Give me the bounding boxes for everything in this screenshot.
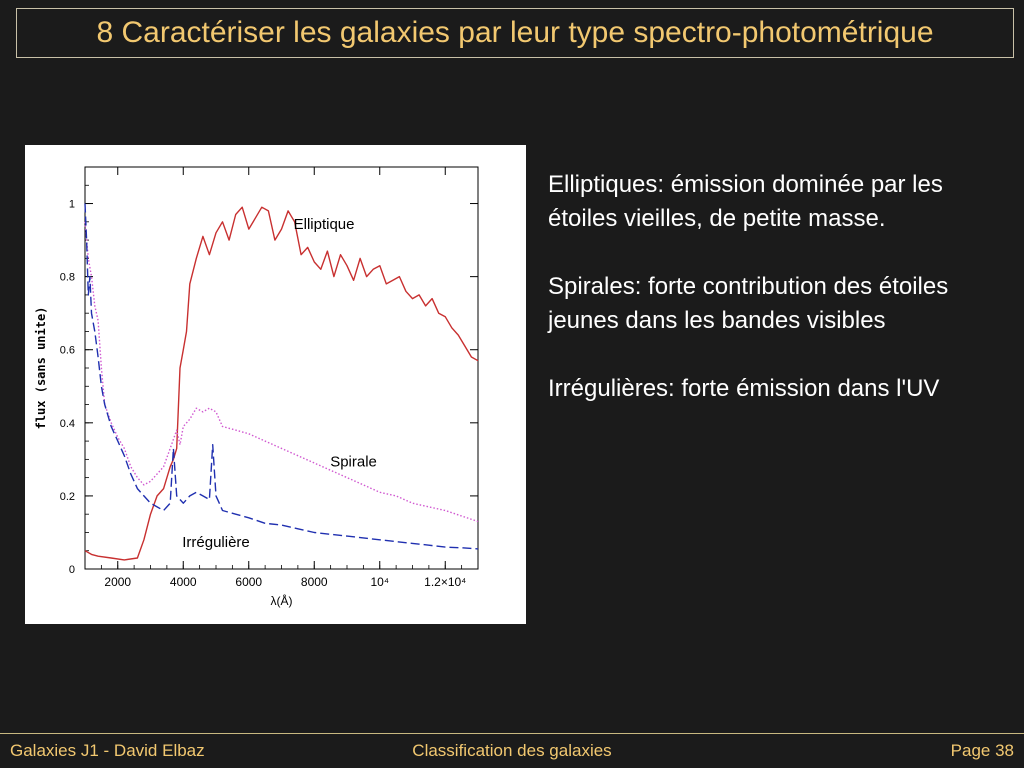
y-tick-label: 0.4 [60, 418, 75, 430]
y-tick-label: 0.6 [60, 345, 75, 357]
slide-title: 8 Caractériser les galaxies par leur typ… [96, 16, 934, 49]
series-annotation-label: Spirale [330, 454, 377, 471]
series-annotation-label: Elliptique [294, 216, 355, 233]
x-tick-label: 1.2×10⁴ [424, 575, 466, 589]
y-axis-label: flux (sans unite) [34, 307, 48, 430]
footer-page-number: Page 38 [950, 741, 1014, 760]
x-tick-label: 10⁴ [370, 575, 389, 589]
x-tick-label: 2000 [104, 575, 131, 589]
chart-panel: 2000 4000 6000 8000 10⁴ 1.2×10⁴ 0 0.2 0.4 0.6 0.8 1… [25, 145, 526, 624]
series-line-spirale [84, 221, 479, 523]
bullet-irregulieres: Irrégulières: forte émission dans l'UV [548, 375, 940, 402]
x-tick-label: 4000 [170, 575, 197, 589]
y-tick-label: 0 [69, 564, 75, 576]
series-annotation-label: Irrégulière [182, 534, 250, 551]
y-tick-label: 0.2 [60, 491, 75, 503]
series-line-elliptique [84, 206, 479, 561]
bullet-spirales: Spirales: forte contribution des étoiles… [548, 273, 949, 334]
footer-author: Galaxies J1 - David Elbaz [10, 741, 205, 760]
bullet-list: Elliptiques: émission dominée par les ét… [548, 168, 1018, 440]
series-line-irreguliere [84, 203, 479, 550]
y-tick-label: 0.8 [60, 272, 75, 284]
y-tick-label: 1 [69, 199, 75, 211]
x-tick-label: 8000 [301, 575, 328, 589]
footer-divider [0, 733, 1024, 734]
bullet-elliptiques: Elliptiques: émission dominée par les ét… [548, 171, 943, 232]
spectrum-chart: 2000 4000 6000 8000 10⁴ 1.2×10⁴ 0 0.2 0.4 0.6 0.8 1… [34, 166, 479, 608]
x-axis-label: λ(Å) [271, 593, 293, 608]
footer-section: Classification des galaxies [412, 741, 612, 760]
x-tick-label: 6000 [235, 575, 262, 589]
title-box: 8 Caractériser les galaxies par leur typ… [16, 8, 1014, 58]
